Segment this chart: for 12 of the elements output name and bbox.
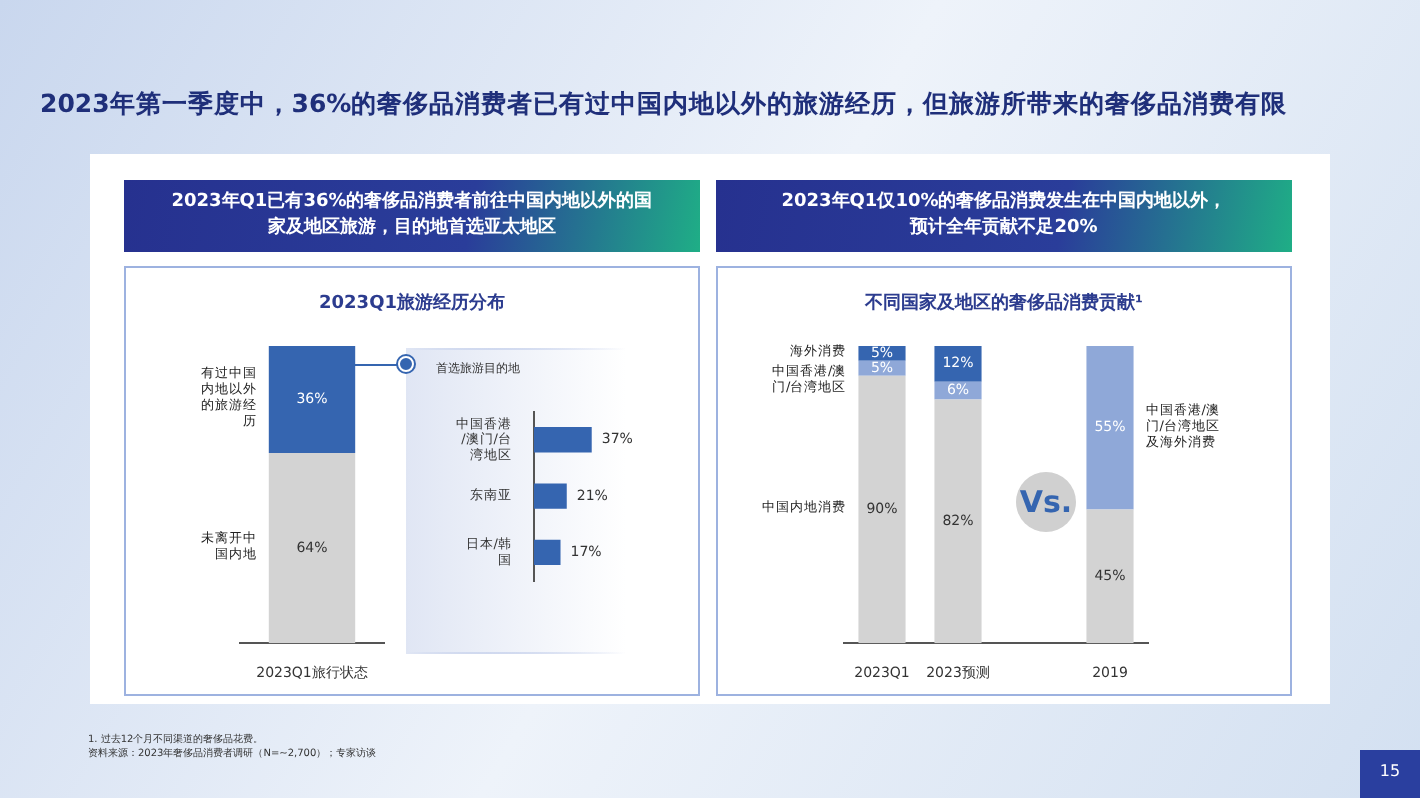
text: 2023年第一季度中，36%的奢侈品消费者已有过中国内地以外的旅游经历，但旅游所带来的奢侈品消费有限 — [40, 88, 1288, 122]
chart-subtitle: 2023年Q1仅10%的奢侈品消费发生在中国内地以外，预计全年贡献不足20% — [716, 180, 1292, 252]
text: 2023年Q1已有36%的奢侈品消费者前往中国内地以外的国家及地区旅游，目的地首选亚太地区 — [124, 180, 700, 252]
bar — [934, 346, 982, 382]
bar — [1086, 509, 1134, 644]
bar — [934, 399, 982, 644]
text: 15 — [1360, 750, 1420, 798]
bar — [858, 375, 906, 644]
bar — [1086, 346, 1134, 510]
chart-title: 不同国家及地区的奢侈品消费贡献¹ — [863, 290, 1145, 316]
circle-badge: Vs. — [1016, 472, 1076, 532]
text: 2023Q1旅游经历分布 — [317, 290, 507, 316]
